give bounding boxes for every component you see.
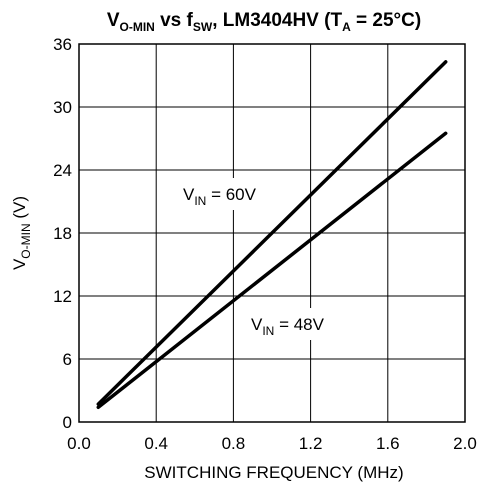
y-tick-label: 12	[53, 287, 72, 306]
x-tick-label: 2.0	[453, 434, 477, 453]
x-tick-label: 0.0	[67, 434, 91, 453]
y-tick-label: 36	[53, 35, 72, 54]
series-line-vin-60v	[96, 60, 448, 406]
y-tick-labels: 0 6 12 18 24 30 36	[53, 35, 72, 432]
series-label-48v-background	[246, 308, 346, 340]
y-tick-label: 18	[53, 224, 72, 243]
x-tick-label: 1.6	[376, 434, 400, 453]
series-label-60v: VIN = 60V	[183, 185, 257, 208]
y-tick-label: 24	[53, 161, 72, 180]
y-axis-label: VO-MIN (V)	[10, 196, 33, 270]
series-layer	[96, 60, 448, 410]
series-line-vin-48v	[96, 131, 448, 410]
chart-title: VO-MIN vs fSW, LM3404HV (TA = 25°C)	[107, 10, 421, 34]
y-tick-label: 6	[63, 350, 72, 369]
x-tick-labels: 0.0 0.4 0.8 1.2 1.6 2.0	[67, 434, 477, 453]
series-label-48v: VIN = 48V	[251, 315, 325, 338]
x-axis-label: SWITCHING FREQUENCY (MHz)	[144, 463, 403, 482]
x-tick-label: 0.4	[144, 434, 168, 453]
y-tick-label: 30	[53, 98, 72, 117]
plot-frame	[78, 43, 466, 423]
y-tick-label: 0	[63, 413, 72, 432]
x-tick-label: 1.2	[299, 434, 323, 453]
series-label-60v-background	[178, 178, 276, 210]
x-tick-label: 0.8	[222, 434, 246, 453]
